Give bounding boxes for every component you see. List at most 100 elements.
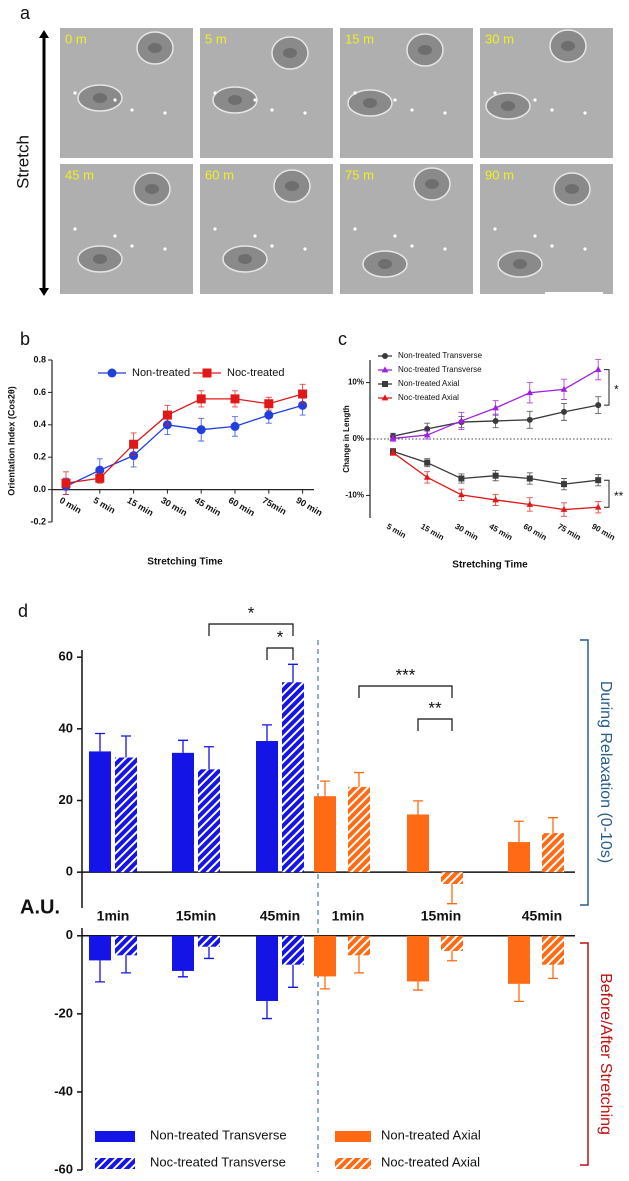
error-bar [121,955,131,974]
speck [550,244,554,248]
error-bar [514,820,524,843]
bar [256,935,278,1001]
bar [348,935,370,956]
micrograph-shade [60,164,193,294]
x-tick-label: 15min [421,908,461,924]
bar [282,682,304,873]
y-axis-title: Orientation Index (Cos2θ) [6,386,16,495]
error-bar [354,771,364,787]
error-bar [178,739,188,753]
marker [298,400,308,410]
speck [583,247,587,251]
speck [163,247,167,251]
frame-label: 0 m [65,31,87,46]
legend-swatch [335,1131,371,1142]
error-bar [288,663,298,683]
error-bar [447,951,457,962]
y-tick-label: -10% [345,491,364,500]
series-line [65,404,303,487]
error-bar [514,983,524,1003]
micrograph [60,164,193,294]
bar [172,752,194,873]
frame-label: 45 m [65,167,94,182]
marker [458,491,465,498]
x-tick-label: 75min [261,495,289,517]
marker [95,465,105,475]
error-bar [320,976,330,990]
panel-label: c [338,329,347,349]
frame-label: 15 m [345,31,374,46]
bar [89,751,111,873]
marker [595,402,602,409]
bar [348,786,370,873]
significance: * [277,627,284,646]
micrograph [200,164,333,294]
bar [198,935,220,947]
marker [202,368,212,378]
bar [407,935,429,982]
speck [410,244,414,248]
error-bar [204,946,214,960]
nucleus [418,45,432,55]
section-label: During Relaxation (0-10s) [597,681,614,863]
x-tick-label: 90 min [590,522,617,543]
section-bracket [580,942,589,1166]
x-tick-label: 1min [97,908,130,924]
marker [298,389,308,399]
legend-label: Non-treated Transverse [150,1127,287,1142]
x-tick-label: 30 min [453,522,480,543]
x-tick-label: 75 min [556,522,583,543]
error-bar [548,964,558,980]
y-axis-title: Change in Length [342,405,351,473]
bar [89,935,111,961]
x-tick-label: 45 min [488,522,515,543]
nucleus [561,41,575,51]
significance: ** [428,698,442,717]
speck [443,247,447,251]
bar [314,796,336,873]
marker [526,475,533,482]
bar [508,842,530,873]
marker [162,410,172,420]
y-tick-label: -20 [54,1005,73,1020]
marker [381,366,389,373]
marker [560,505,568,512]
marker [389,448,397,455]
significance: ** [614,489,624,503]
y-tick-label: 0 [66,864,73,879]
legend-swatch [335,1158,371,1169]
marker [264,410,274,420]
legend-label: Non-treated [132,367,190,379]
marker [230,421,240,431]
speck [410,108,414,112]
marker [382,353,388,359]
y-tick-label: 0% [352,434,364,443]
frame-label: 75 m [345,167,374,182]
y-tick-label: 20 [59,792,73,807]
y-tick-label: 10% [348,378,364,387]
legend-label: Noc-treated [227,367,284,379]
marker [526,416,533,423]
marker [492,496,499,503]
speck [393,234,397,238]
speck [213,227,217,231]
legend-label: Non-treated Axial [398,379,460,388]
marker [129,439,139,449]
micrograph-shade [480,28,613,158]
y-tick-label: 0.2 [33,452,46,462]
significance: * [614,383,619,397]
micrograph-shade [340,164,473,294]
speck [443,111,447,115]
marker [264,399,274,409]
nucleus [363,98,377,108]
x-tick-label: 45min [522,908,562,924]
nucleus [425,179,439,189]
speck [550,108,554,112]
bar [441,935,463,952]
marker [594,503,602,510]
bar [542,935,564,965]
speck [113,234,117,238]
speck [130,244,134,248]
x-tick-label: 0 min [58,495,83,515]
